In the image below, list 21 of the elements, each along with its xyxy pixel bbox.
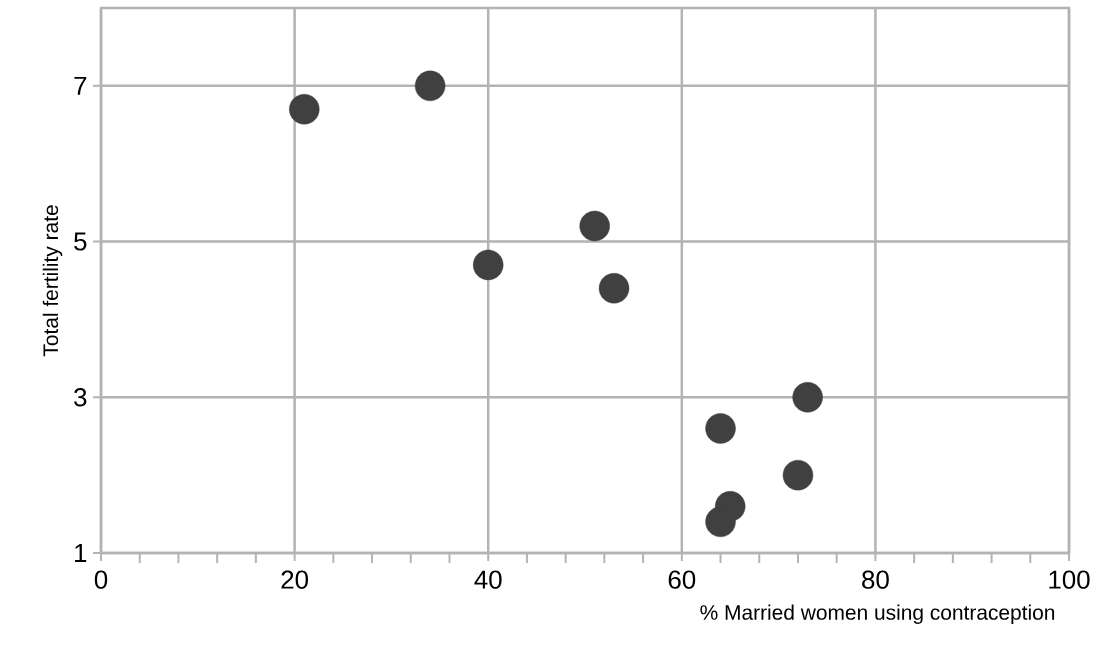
point <box>598 273 630 304</box>
x-tick-label: 100 <box>1049 570 1090 589</box>
point <box>782 459 814 491</box>
point <box>289 94 320 125</box>
point <box>579 210 610 242</box>
point <box>705 506 736 538</box>
point <box>705 413 736 444</box>
point <box>792 382 823 413</box>
x-tick-label: 80 <box>862 570 889 589</box>
x-tick-label: 60 <box>668 570 696 589</box>
x-tick-label: 40 <box>474 570 502 589</box>
y-tick-label: 1 <box>75 544 87 562</box>
y-tick-label: 3 <box>74 388 87 407</box>
x-axis-title: % Married women using contraception <box>700 604 1055 625</box>
y-axis-title: Total fertility rate <box>42 205 63 357</box>
point <box>473 249 504 281</box>
x-tick-label: 20 <box>281 570 308 589</box>
y-tick-label: 7 <box>74 76 87 95</box>
x-tick-label: 0 <box>94 570 108 589</box>
point <box>414 70 446 102</box>
y-tick-label: 5 <box>74 232 87 251</box>
